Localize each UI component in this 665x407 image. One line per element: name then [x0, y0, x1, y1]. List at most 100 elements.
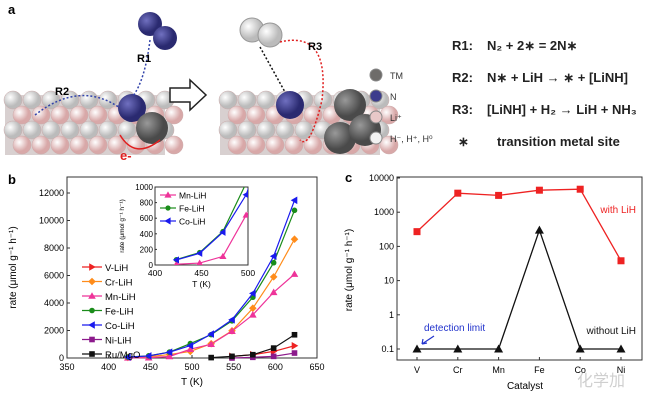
surface-atom: [284, 135, 304, 155]
data-point: [88, 321, 95, 329]
surface-atom: [3, 90, 23, 110]
plot-frame: [396, 176, 643, 361]
slab-after: R3: [218, 17, 399, 155]
reaction-equation: transition metal site: [497, 134, 620, 149]
surface-atom: [218, 90, 238, 110]
surface-atom: [69, 135, 89, 155]
x-tick-label: Ni: [617, 365, 626, 375]
surface-atom: [12, 135, 32, 155]
inset-y-tick-label: 1000: [135, 183, 153, 192]
data-point: [242, 211, 248, 218]
inset-legend-label: Mn-LiH: [179, 191, 206, 201]
data-point: [89, 351, 95, 357]
surface-atom: [22, 90, 42, 110]
data-point: [88, 292, 96, 299]
detection-limit-arrow-icon: [421, 335, 435, 345]
data-point: [208, 354, 214, 361]
data-point: [269, 273, 278, 281]
slab-before: R1 R2 e-: [3, 12, 184, 163]
data-point: [534, 225, 544, 234]
data-point: [291, 207, 298, 214]
inset-x-tick-label: 450: [194, 268, 208, 278]
surface-atom: [79, 120, 99, 140]
data-point: [89, 307, 95, 314]
r1-arrow: [132, 39, 151, 97]
reaction-name: R2:: [452, 70, 473, 85]
surface-atom: [256, 90, 276, 110]
inset-chart: 400 450 500 0 200 400 600 800 1000 T (K) rate (μmo…: [119, 183, 255, 289]
data-point: [249, 289, 256, 298]
data-point: [576, 185, 584, 193]
surface-atom: [303, 105, 323, 125]
surface-atom: [227, 105, 247, 125]
data-point: [89, 336, 95, 343]
y-tick-label: 8000: [44, 243, 64, 253]
x-tick-label: Mn: [492, 365, 505, 375]
y-axis-label: rate (μmol g⁻¹ h⁻¹): [8, 226, 19, 308]
reaction-equation: [LiNH] + H₂ → LiH + NH₃: [487, 102, 637, 117]
data-point: [270, 345, 277, 351]
data-point: [89, 263, 96, 271]
data-point: [165, 348, 173, 357]
series-with-lih: [413, 185, 625, 265]
data-point: [165, 205, 171, 211]
inset-legend-label: Fe-LiH: [179, 204, 205, 214]
series-line: [417, 228, 621, 350]
data-point: [207, 340, 215, 348]
surface-atom: [303, 135, 323, 155]
data-point: [249, 304, 257, 313]
surface-atom: [98, 90, 118, 110]
data-point: [270, 353, 277, 360]
data-point: [269, 252, 277, 261]
tm-atom: [324, 122, 356, 154]
surface-atom: [60, 120, 80, 140]
surface-atom: [107, 135, 127, 155]
legend-label: Li⁺: [390, 113, 402, 123]
y-tick-label: 10000: [369, 173, 394, 183]
data-point: [413, 228, 421, 236]
reaction-name: R1:: [452, 38, 473, 53]
electron-label: e-: [120, 148, 132, 163]
tm-atom: [136, 112, 168, 144]
surface-atom: [379, 135, 399, 155]
y-tick-label: 10: [384, 276, 394, 286]
legend-label: Cr-LiH: [105, 278, 133, 289]
surface-atom: [265, 135, 285, 155]
y-tick-label: 0: [59, 353, 64, 363]
inset-y-tick-label: 400: [140, 230, 154, 239]
nitrogen-atom: [118, 94, 146, 122]
data-point: [249, 311, 257, 318]
panel-label: a: [8, 2, 16, 17]
surface-atom: [256, 120, 276, 140]
x-tick-label: 550: [226, 362, 241, 372]
x-tick-label: Cr: [453, 365, 463, 375]
r3-label: R3: [308, 41, 322, 53]
data-point: [124, 353, 131, 361]
series-line: [231, 352, 295, 359]
data-point: [616, 344, 626, 353]
inset-y-tick-label: 0: [149, 261, 154, 270]
data-point: [270, 259, 277, 266]
r2-label: R2: [55, 86, 69, 98]
series-line: [416, 188, 622, 262]
panel-a-schematic: a R1 R2 e- R3 TM N Li⁺ H⁻, H⁺, H⁰: [3, 2, 433, 163]
x-tick-label: Co: [574, 365, 586, 375]
legend-label: Ni-LiH: [105, 336, 132, 347]
data-point: [165, 352, 174, 360]
surface-atom: [79, 90, 99, 110]
inset-y-tick-label: 200: [140, 245, 154, 254]
surface-atom: [237, 90, 257, 110]
data-point: [196, 249, 203, 257]
legend-h-icon: [369, 131, 383, 145]
data-point: [453, 344, 463, 353]
inset-x-axis-label: T (K): [192, 279, 211, 289]
data-point: [88, 277, 96, 286]
x-tick-label: 400: [101, 362, 116, 372]
x-tick-label: 450: [143, 362, 158, 372]
y-tick-label: 12000: [39, 188, 64, 198]
legend-label: Ru/MgO: [105, 350, 140, 361]
data-point: [495, 191, 503, 199]
data-point: [186, 345, 195, 352]
surface-atom: [164, 105, 184, 125]
